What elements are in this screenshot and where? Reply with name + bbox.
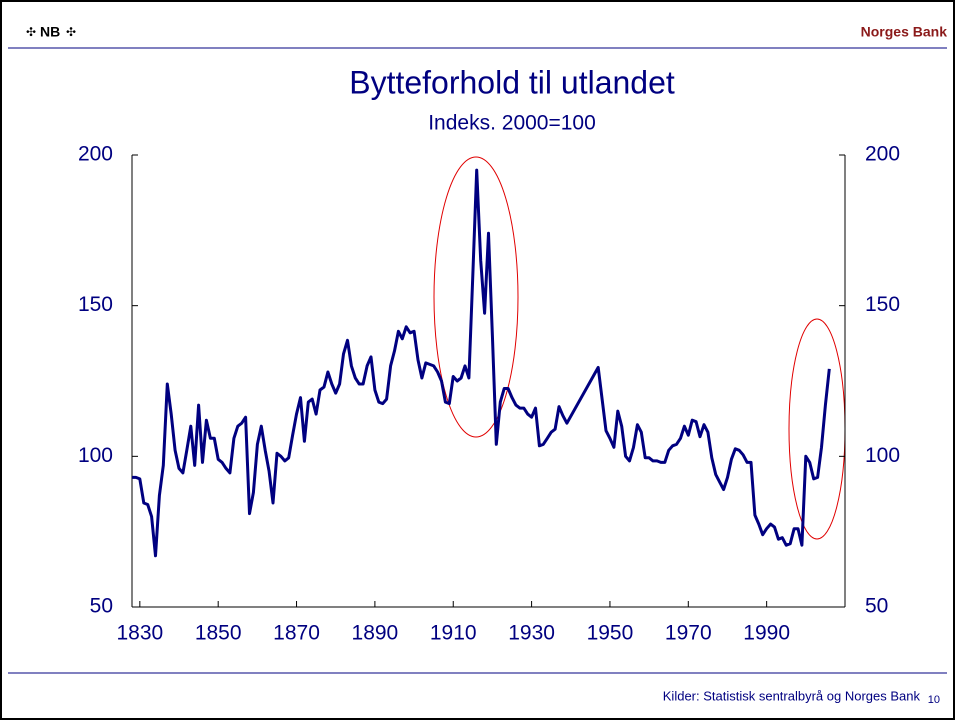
- y-tick-label: 50: [90, 595, 113, 618]
- y-tick-label: 100: [78, 444, 113, 467]
- highlight-ellipse: [433, 156, 519, 438]
- x-tick-label: 1870: [273, 622, 320, 645]
- logo-ornament: ✣: [26, 25, 36, 39]
- brand: Norges Bank: [861, 24, 948, 40]
- y2-tick-label: 150: [865, 293, 900, 316]
- page-number: 10: [928, 694, 940, 706]
- x-tick-label: 1950: [587, 622, 634, 645]
- x-tick-label: 1910: [430, 622, 477, 645]
- data-line: [132, 168, 831, 558]
- y2-tick-label: 50: [865, 595, 888, 618]
- logo: NB: [40, 24, 60, 40]
- x-tick-label: 1930: [508, 622, 555, 645]
- logo-ornament: ✣: [66, 25, 76, 39]
- source: Kilder: Statistisk sentralbyrå og Norges…: [663, 688, 921, 703]
- x-tick-label: 1890: [352, 622, 399, 645]
- y-tick-label: 200: [78, 143, 113, 166]
- chart-title: Bytteforhold til utlandet: [349, 64, 675, 100]
- chart-subtitle: Indeks. 2000=100: [428, 112, 596, 135]
- x-tick-label: 1970: [665, 622, 712, 645]
- y-tick-label: 150: [78, 293, 113, 316]
- x-tick-label: 1850: [195, 622, 242, 645]
- y2-tick-label: 200: [865, 143, 900, 166]
- x-tick-label: 1990: [743, 622, 790, 645]
- x-tick-label: 1830: [116, 622, 163, 645]
- y2-tick-label: 100: [865, 444, 900, 467]
